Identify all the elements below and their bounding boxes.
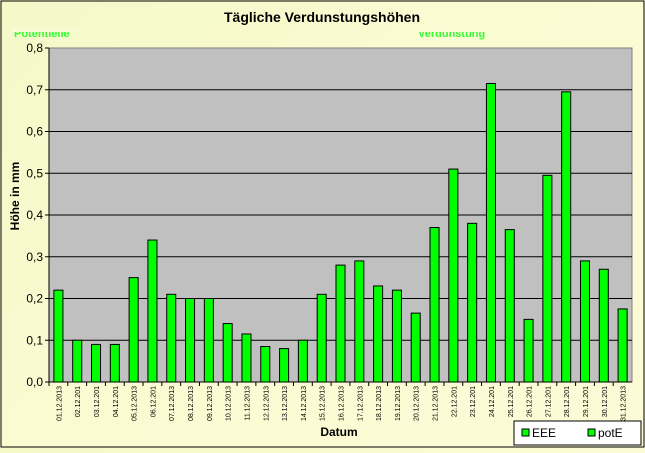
- bar: [598, 268, 609, 383]
- bar: [579, 260, 590, 383]
- y-tick-label: 0,8: [26, 41, 43, 55]
- x-tick-label: 30.12.201: [602, 386, 609, 417]
- legend-swatch: [521, 428, 530, 437]
- x-tick-label: 22.12.201: [451, 386, 458, 417]
- x-tick-label: 18.12.2013: [376, 386, 383, 421]
- bar: [279, 348, 290, 383]
- x-tick-label: 13.12.2013: [282, 386, 289, 421]
- bar: [391, 289, 402, 383]
- x-tick-label: 25.12.201: [508, 386, 515, 417]
- bar: [128, 277, 139, 383]
- y-tick-label: 0,2: [26, 292, 43, 306]
- bar: [523, 318, 534, 383]
- x-tick-label: 05.12.2013: [132, 386, 139, 421]
- x-tick-label: 21.12.2013: [433, 386, 440, 421]
- bar: [222, 323, 233, 383]
- bar: [448, 168, 459, 383]
- bar: [297, 339, 308, 383]
- x-tick-label: 11.12.2013: [244, 386, 251, 421]
- bar: [72, 339, 83, 383]
- y-tick-label: 0,3: [26, 250, 43, 264]
- x-tick-label: 14.12.2013: [301, 386, 308, 421]
- x-tick-label: 10.12.2013: [226, 386, 233, 421]
- annotation-mask-1: [12, 27, 82, 32]
- bar: [410, 312, 421, 383]
- bar: [316, 293, 327, 383]
- bar: [561, 91, 572, 383]
- legend-swatch: [587, 428, 596, 437]
- x-tick-label: 01.12.2013: [56, 386, 63, 421]
- x-axis-label: Datum: [320, 425, 357, 439]
- x-tick-label: 29.12.201: [583, 386, 590, 417]
- x-tick-label: 20.12.2013: [414, 386, 421, 421]
- x-tick-label: 31.12.2013: [621, 386, 628, 421]
- bar: [91, 343, 102, 383]
- y-axis-label: Höhe in mm: [8, 162, 22, 231]
- x-tick-label: 06.12.201: [150, 386, 157, 417]
- bar: [260, 346, 271, 383]
- y-tick-label: 0,4: [26, 208, 43, 222]
- bar: [241, 333, 252, 383]
- y-tick-label: 0,1: [26, 333, 43, 347]
- bar: [109, 343, 120, 383]
- x-tick-label: 07.12.2013: [169, 386, 176, 421]
- x-tick-label: 15.12.2013: [320, 386, 327, 421]
- bar: [203, 298, 214, 383]
- y-tick-label: 0,0: [26, 375, 43, 389]
- x-tick-label: 24.12.201: [489, 386, 496, 417]
- x-tick-label: 02.12.201: [75, 386, 82, 417]
- annotation-mask-2: [414, 27, 498, 32]
- bar: [354, 260, 365, 383]
- x-tick-label: 08.12.2013: [188, 386, 195, 421]
- bar: [429, 227, 440, 383]
- bar: [373, 285, 384, 383]
- bar: [166, 293, 177, 383]
- bar: [467, 222, 478, 383]
- bar: [485, 82, 496, 383]
- x-tick-label: 28.12.201: [564, 386, 571, 417]
- y-tick-label: 0,6: [26, 125, 43, 139]
- legend-label: potE: [598, 426, 623, 440]
- x-tick-label: 23.12.201: [470, 386, 477, 417]
- bar: [147, 239, 158, 383]
- x-tick-label: 19.12.2013: [395, 386, 402, 421]
- x-tick-label: 17.12.2013: [357, 386, 364, 421]
- x-tick-label: 26.12.201: [527, 386, 534, 417]
- bar: [53, 289, 64, 383]
- x-tick-label: 09.12.2013: [207, 386, 214, 421]
- y-tick-label: 0,7: [26, 83, 43, 97]
- bar: [542, 174, 553, 383]
- bar: [617, 308, 628, 383]
- x-tick-label: 12.12.2013: [263, 386, 270, 421]
- x-tick-label: 16.12.2013: [339, 386, 346, 421]
- x-tick-label: 04.12.201: [113, 386, 120, 417]
- legend-label: EEE: [532, 426, 556, 440]
- x-tick-label: 03.12.201: [94, 386, 101, 417]
- bar: [185, 298, 196, 383]
- bar: [504, 229, 515, 383]
- x-tick-label: 27.12.201: [545, 386, 552, 417]
- chart-title: Tägliche Verdunstungshöhen: [224, 9, 420, 25]
- y-tick-label: 0,5: [26, 166, 43, 180]
- legend-box: [513, 420, 642, 446]
- bar: [335, 264, 346, 383]
